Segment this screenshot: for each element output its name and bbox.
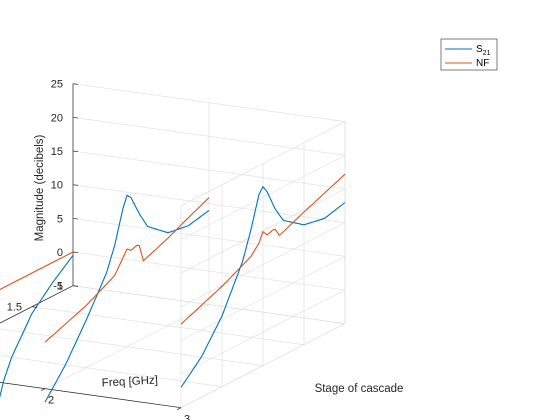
z-tick-mark: [72, 251, 79, 254]
legend-label-s21: S21: [476, 44, 491, 57]
series-s21-stage-2: [44, 194, 210, 403]
series-s21-stage-3: [180, 186, 346, 388]
x-tick-label: 3: [184, 414, 190, 420]
legend-box: [440, 38, 498, 71]
legend: S21 NF: [440, 38, 498, 71]
z-tick-mark: [72, 217, 79, 220]
z-tick-label: 25: [51, 79, 63, 91]
y-tick-label: 1: [57, 281, 63, 293]
z-tick-mark: [72, 116, 79, 119]
series-nf-stage-2: [44, 197, 210, 343]
z-tick-mark: [72, 150, 79, 153]
y-tick-label: 1.5: [7, 302, 22, 314]
z-tick-mark: [72, 184, 79, 186]
series-s21-stage-1: [0, 255, 74, 399]
axes-layer: [0, 83, 182, 409]
z-tick-label: 15: [51, 146, 63, 158]
y-tick-mark: [72, 285, 79, 287]
y-axis-line: [0, 285, 74, 324]
z-tick-label: -5: [53, 281, 63, 293]
grid-layer: [0, 83, 346, 408]
z-tick-label: 20: [51, 112, 63, 124]
series-nf-stage-1: [0, 251, 74, 291]
series-nf-stage-3: [180, 173, 346, 325]
z-axis-label: Magnitude (decibels): [34, 134, 46, 241]
y-tick-mark: [31, 306, 38, 308]
y-axis-label: Freq [GHz]: [101, 375, 158, 390]
z-tick-label: 0: [57, 247, 63, 259]
x-axis-label: Stage of cascade: [315, 383, 404, 395]
x-tick-mark: [40, 388, 46, 391]
legend-label-nf: NF: [476, 58, 489, 69]
floor-gridline: [44, 304, 210, 389]
x-tick-label: 2: [48, 395, 54, 407]
z-tick-mark: [72, 83, 79, 85]
z-tick-label: 10: [51, 180, 63, 192]
series-layer: [0, 173, 346, 403]
z-tick-label: 5: [57, 213, 63, 225]
x-tick-mark: [176, 407, 182, 410]
